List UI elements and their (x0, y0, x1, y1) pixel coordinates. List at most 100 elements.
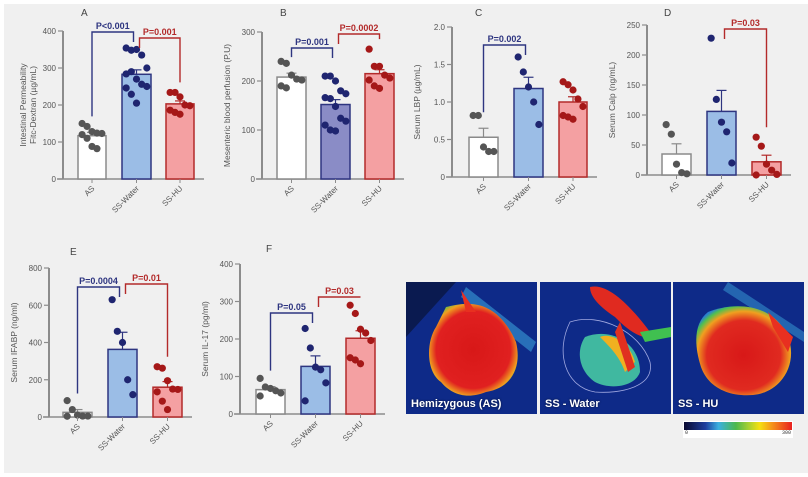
data-point (331, 77, 340, 85)
data-point (143, 64, 151, 72)
data-point (63, 397, 71, 405)
y-tick-label: 100 (627, 111, 641, 120)
y-axis-label: Fitc-Dextran (µg/mL) (28, 66, 38, 144)
data-point (331, 102, 340, 111)
y-tick-label: 0.5 (434, 136, 446, 145)
y-tick-label: 100 (43, 138, 57, 147)
x-tick-label: SS-Water (502, 182, 533, 213)
data-point (469, 111, 477, 120)
laser-doppler-image (540, 282, 671, 414)
data-point (365, 76, 373, 84)
x-tick-label: SS-HU (360, 184, 384, 208)
perfusion-image-ss-hu: SS - HU (673, 282, 804, 414)
x-tick-label: AS (83, 184, 97, 198)
colorbar: 0 300 (683, 421, 793, 438)
data-point (728, 159, 736, 167)
data-point (712, 95, 720, 103)
data-point (365, 45, 373, 53)
data-point (63, 412, 71, 420)
data-point (68, 405, 76, 414)
y-axis-label: Intestinal Permeability (18, 63, 28, 147)
data-point (346, 301, 354, 309)
x-tick-label: SS-HU (747, 180, 771, 204)
data-point (298, 76, 306, 84)
y-tick-label: 150 (627, 81, 641, 90)
x-tick-label: AS (282, 184, 296, 198)
y-tick-label: 300 (220, 298, 234, 307)
y-tick-label: 200 (220, 335, 234, 344)
data-point (186, 102, 194, 110)
y-tick-label: 0 (636, 171, 641, 180)
y-tick-label: 100 (242, 126, 256, 135)
data-point (79, 412, 87, 420)
y-tick-label: 200 (29, 376, 43, 385)
x-tick-label: AS (261, 419, 275, 433)
data-point (762, 160, 771, 168)
data-point (773, 170, 781, 178)
significance-bracket (290, 47, 334, 58)
data-point (667, 130, 675, 138)
p-value-label: P=0.03 (731, 18, 760, 28)
data-point (84, 412, 92, 420)
data-point (707, 34, 715, 42)
y-tick-label: 0 (441, 173, 446, 182)
perfusion-image-as: Hemizygous (AS) (406, 282, 537, 414)
y-tick-label: 400 (43, 27, 57, 36)
data-point (370, 62, 378, 70)
data-point (683, 170, 691, 178)
data-point (375, 62, 384, 70)
laser-doppler-image (673, 282, 804, 414)
x-tick-label: SS-Water (96, 422, 127, 453)
data-point (153, 388, 161, 396)
y-tick-label: 600 (29, 301, 43, 310)
data-point (342, 90, 350, 98)
data-point (124, 376, 132, 384)
p-value-label: P<0.001 (96, 21, 130, 31)
data-point (78, 131, 86, 139)
data-point (356, 360, 365, 368)
data-point (282, 59, 290, 67)
data-point (351, 309, 359, 318)
data-point (514, 53, 522, 61)
data-point (342, 117, 350, 125)
y-axis-label: Mesenteric blood perfusion (P.U) (222, 44, 232, 167)
data-point (277, 389, 285, 397)
y-tick-label: 1.0 (434, 98, 446, 107)
data-point (256, 374, 264, 382)
y-axis-label: Serum Calp (ng/mL) (607, 62, 617, 139)
data-point (132, 45, 141, 54)
p-value-label: P=0.001 (143, 27, 177, 37)
panel-title: C (475, 8, 482, 19)
data-point (93, 145, 101, 153)
data-point (256, 392, 264, 400)
significance-bracket (269, 312, 314, 371)
laser-doppler-image (406, 282, 537, 414)
data-point (127, 68, 135, 76)
x-tick-label: SS-HU (148, 422, 172, 446)
data-point (83, 134, 91, 142)
y-tick-label: 200 (43, 101, 57, 110)
y-axis-label: Serum IFABP (ng/ml) (9, 302, 19, 382)
data-point (386, 74, 394, 82)
bar-as (276, 76, 307, 180)
p-value-label: P=0.0002 (340, 23, 379, 33)
data-point (474, 111, 482, 120)
data-point (166, 88, 174, 97)
y-tick-label: 400 (220, 260, 234, 269)
y-tick-label: 800 (29, 264, 43, 273)
data-point (362, 329, 370, 337)
significance-bracket (723, 28, 768, 128)
data-point (317, 366, 325, 374)
bar-as (468, 136, 499, 178)
y-tick-label: 250 (627, 21, 641, 30)
data-point (351, 356, 359, 364)
x-tick-label: SS-Water (289, 419, 320, 450)
bar-ss-water (300, 365, 331, 415)
p-value-label: P=0.0004 (79, 276, 118, 286)
data-point (564, 81, 572, 89)
data-point (356, 325, 365, 333)
x-tick-label: SS-Water (695, 180, 726, 211)
data-point (768, 166, 776, 174)
data-point (127, 90, 135, 98)
